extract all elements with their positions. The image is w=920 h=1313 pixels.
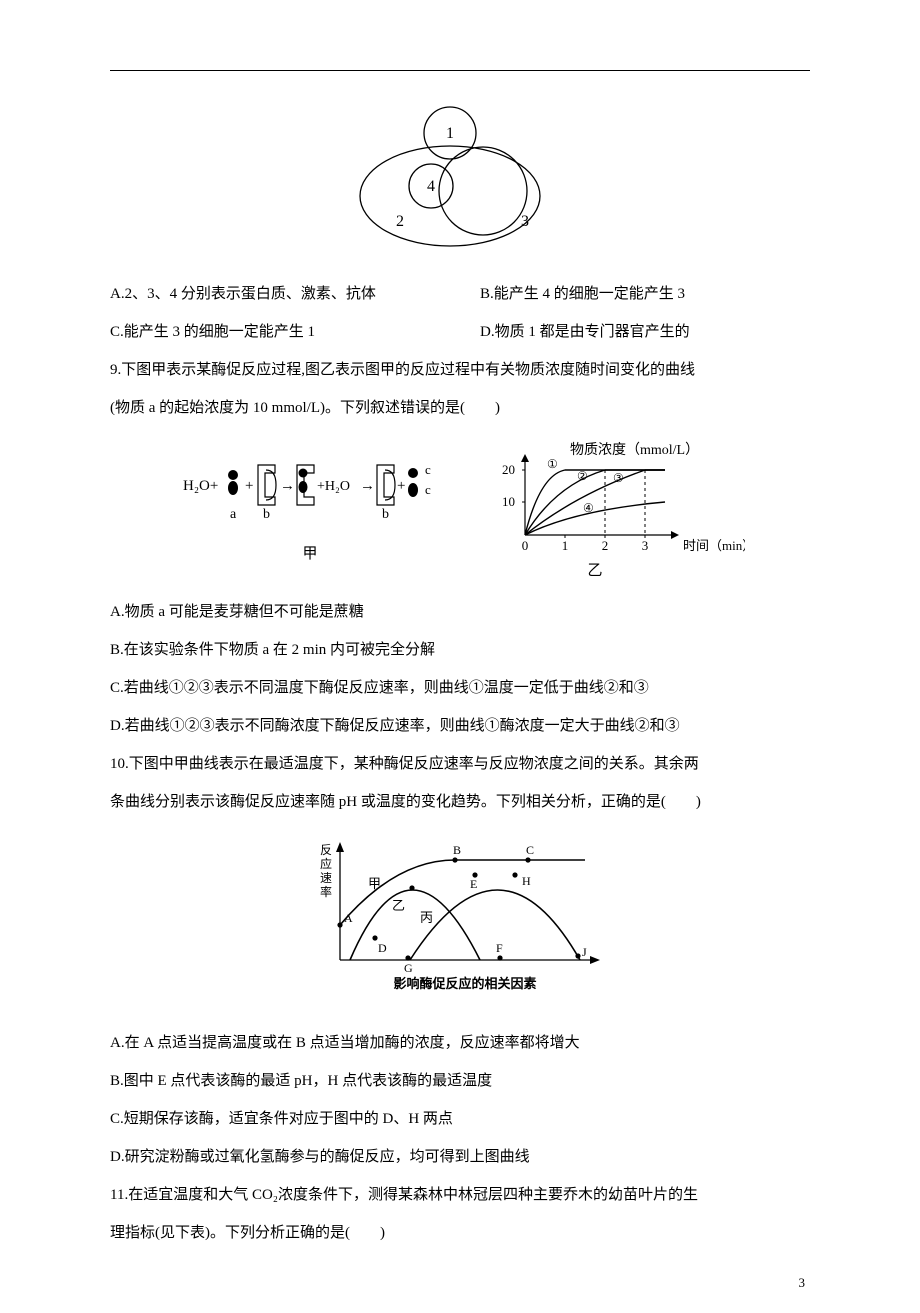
q10-optB: B.图中 E 点代表该酶的最适 pH，H 点代表该酶的最适温度 [110,1063,810,1099]
q9-optA: A.物质 a 可能是麦芽糖但不可能是蔗糖 [110,594,810,630]
q10-C: C [526,843,534,857]
jia-h2o-plus: H₂O+ [183,478,218,494]
q10-J: J [582,945,587,959]
jia-c-2: c [425,482,431,497]
q10-yl2: 应 [320,856,332,871]
yi-ylabel: 物质浓度（mmol/L） [570,442,699,458]
yi-ytick-20: 20 [502,462,515,477]
page-container: 1 2 3 4 A.2、3、4 分别表示蛋白质、激素、抗体 B.能产生 4 的细… [0,0,920,1313]
yi-curve-4: ④ [583,501,594,515]
yi-xtick-2: 2 [602,538,609,553]
q9-optD: D.若曲线①②③表示不同酶浓度下酶促反应速率，则曲线①酶浓度一定大于曲线②和③ [110,708,810,744]
q10-B: B [453,843,461,857]
q9-figure-row: H₂O+ + → +H₂O → + c c a b b 甲 物质浓度（ [110,440,810,580]
q10-H: H [522,874,531,888]
q10-optA: A.在 A 点适当提高温度或在 B 点适当增加酶的浓度，反应速率都将增大 [110,1025,810,1061]
yi-caption: 乙 [587,563,602,579]
jia-plus-2: + [397,478,405,494]
q10-figure: 反 应 速 率 A B [300,830,620,1000]
yi-curve-3: ③ [613,471,624,485]
jia-plus-1: + [245,478,253,494]
q10-G: G [404,961,413,975]
q10-D: D [378,941,387,955]
q9-stem-line2: (物质 a 的起始浓度为 10 mmol/L)。下列叙述错误的是( ) [110,390,810,426]
q10-jia: 甲 [368,876,381,891]
q9-stem-line1: 9.下图甲表示某酶促反应过程,图乙表示图甲的反应过程中有关物质浓度随时间变化的曲… [110,352,810,388]
q10-A: A [344,911,353,925]
venn-label-2: 2 [396,213,404,230]
q8-options-row1: A.2、3、4 分别表示蛋白质、激素、抗体 B.能产生 4 的细胞一定能产生 3 [110,276,810,312]
q10-F: F [496,941,503,955]
q9-figure-yi: 物质浓度（mmol/L） 20 10 0 1 2 3 时间（min） ① ② [485,440,745,580]
q10-figure-wrap: 反 应 速 率 A B [110,830,810,1005]
q10-yl4: 率 [320,884,332,899]
q10-yl1: 反 [320,843,332,857]
page-number: 3 [799,1275,806,1291]
yi-xtick-3: 3 [642,538,649,553]
q10-yi: 乙 [392,898,405,913]
q8-optC: C.能产生 3 的细胞一定能产生 1 [110,314,440,350]
venn-label-3: 3 [521,213,529,230]
q11-stem-line1: 11.在适宜温度和大气 CO₂浓度条件下，测得某森林中林冠层四种主要乔木的幼苗叶… [110,1177,810,1213]
jia-a: a [230,507,237,522]
q10-xlabel: 影响酶促反应的相关因素 [393,976,536,991]
q10-bing: 丙 [420,910,433,925]
q8-options-row2: C.能产生 3 的细胞一定能产生 1 D.物质 1 都是由专门器官产生的 [110,314,810,350]
yi-curve-1: ① [547,457,558,471]
q8-optB: B.能产生 4 的细胞一定能产生 3 [480,276,810,312]
q10-E: E [470,877,477,891]
jia-b-1: b [263,507,270,522]
q10-stem-line2: 条曲线分别表示该酶促反应速率随 pH 或温度的变化趋势。下列相关分析，正确的是(… [110,784,810,820]
jia-b-2: b [382,507,389,522]
q10-optC: C.短期保存该酶，适宜条件对应于图中的 D、H 两点 [110,1101,810,1137]
venn-svg: 1 2 3 4 [345,101,575,251]
jia-arrow-1: → [280,478,295,494]
q10-optD: D.研究淀粉酶或过氧化氢酶参与的酶促反应，均可得到上图曲线 [110,1139,810,1175]
yi-xtick-0: 0 [522,538,529,553]
q9-figure-jia: H₂O+ + → +H₂O → + c c a b b 甲 [175,440,455,580]
q10-stem-line1: 10.下图中甲曲线表示在最适温度下，某种酶促反应速率与反应物浓度之间的关系。其余… [110,746,810,782]
yi-xlabel: 时间（min） [683,538,745,553]
jia-c-1: c [425,462,431,477]
jia-arrow-2: → [360,478,375,494]
yi-ytick-10: 10 [502,494,515,509]
venn-label-4: 4 [427,178,435,195]
q9-optC: C.若曲线①②③表示不同温度下酶促反应速率，则曲线①温度一定低于曲线②和③ [110,670,810,706]
yi-curve-2: ② [577,469,588,483]
q11-stem-line2: 理指标(见下表)。下列分析正确的是( ) [110,1215,810,1251]
header-rule [110,70,810,71]
yi-xtick-1: 1 [562,538,569,553]
q8-optA: A.2、3、4 分别表示蛋白质、激素、抗体 [110,276,440,312]
q8-venn-figure: 1 2 3 4 [110,101,810,256]
jia-plus-h2o: +H₂O [317,479,350,494]
q10-yl3: 速 [320,871,332,885]
q8-optD: D.物质 1 都是由专门器官产生的 [480,314,810,350]
venn-label-1: 1 [446,125,454,142]
q9-optB: B.在该实验条件下物质 a 在 2 min 内可被完全分解 [110,632,810,668]
jia-caption: 甲 [302,546,317,562]
